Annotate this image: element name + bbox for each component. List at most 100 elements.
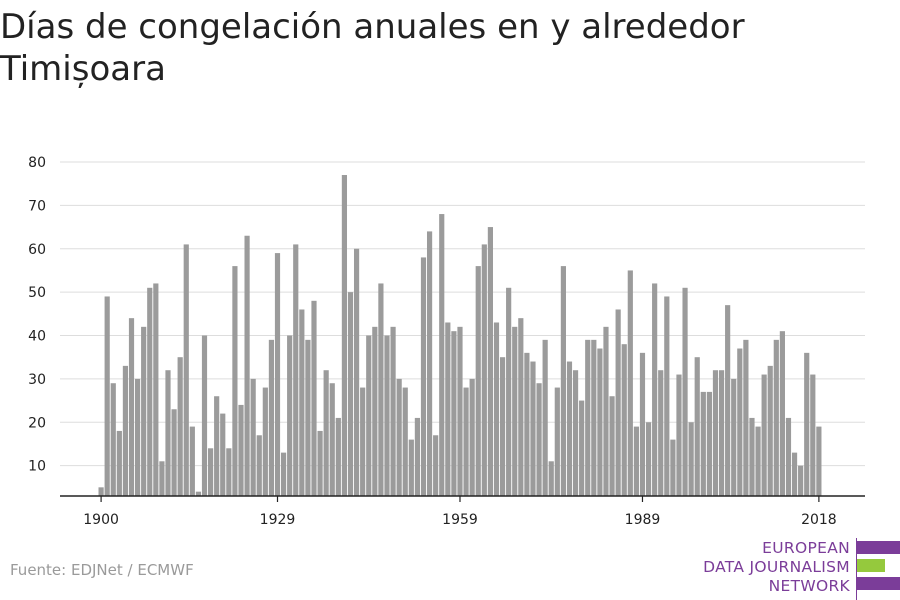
logo-bar-green [857,559,885,572]
bar-1993 [664,296,670,496]
logo-bar-purple-top [857,541,900,554]
bar-2004 [731,378,737,496]
bar-2001 [712,370,719,496]
bar-1916 [195,491,202,496]
bar-1947 [384,335,390,496]
bar-1958 [451,331,457,496]
bar-1987 [627,270,633,496]
bar-1927 [262,387,268,496]
bar-1923 [238,404,244,496]
bar-1913 [177,357,183,496]
bar-1985 [615,309,621,496]
bar-2008 [755,426,761,496]
bar-1980 [585,339,591,496]
bar-1991 [652,283,658,496]
x-axis: 1900 1929 1959 1989 2018 [60,495,865,528]
bar-1943 [360,387,366,496]
bar-1949 [396,378,402,496]
bar-1937 [323,370,329,496]
bar-1904 [122,365,129,496]
y-tick-label: 60 [28,242,46,258]
bar-2012 [779,331,785,496]
x-tick-label: 1989 [625,512,661,528]
bar-2017 [810,374,816,496]
logo-bar-purple-bottom [857,577,900,590]
bar-1963 [481,244,487,496]
bar-1914 [183,244,189,496]
bar-2003 [725,305,731,496]
bar-1909 [153,283,159,496]
bar-1988 [633,426,639,496]
bar-1910 [159,461,165,496]
edjnet-logo: EUROPEAN DATA JOURNALISM NETWORK [700,538,900,600]
bar-1925 [250,378,256,496]
bar-1973 [542,339,548,496]
bar-1959 [457,326,463,496]
bar-1954 [426,231,433,497]
bar-2002 [718,370,725,496]
bar-1939 [335,417,341,496]
bar-1992 [658,370,664,496]
bar-1942 [353,248,360,496]
bar-1929 [274,253,281,496]
bar-1978 [572,370,579,496]
bar-1946 [378,283,384,496]
bar-2015 [798,465,804,496]
bar-1926 [256,435,262,496]
bar-1966 [499,357,506,496]
bar-1981 [591,339,597,496]
bar-1948 [390,326,396,496]
bar-1920 [220,413,226,496]
bar-1912 [171,409,177,496]
bar-1961 [469,378,475,496]
bar-2014 [791,452,798,496]
x-tick-label: 1929 [260,512,296,528]
bar-1965 [493,322,500,496]
bar-1955 [433,435,439,496]
bar-2016 [804,352,810,496]
logo-line-network: NETWORK [768,577,850,595]
bar-1975 [554,387,560,496]
x-tick-label: 1959 [442,512,478,528]
x-tick-label: 1900 [83,512,119,528]
bar-1989 [639,352,646,496]
bar-1970 [524,352,530,496]
bar-1982 [597,348,603,496]
bar-1956 [439,214,445,496]
x-tick-label: 2018 [801,512,837,528]
bar-2007 [749,417,755,496]
bar-1936 [317,430,323,496]
bar-1999 [700,391,706,496]
bar-2000 [706,391,712,496]
bar-1984 [609,396,615,496]
logo-line-european: EUROPEAN [762,539,850,557]
bar-2009 [761,374,767,496]
y-tick-label: 80 [28,155,46,171]
y-tick-label: 50 [28,285,46,301]
bar-1953 [420,257,427,496]
bar-1919 [214,396,220,496]
bar-1922 [232,266,238,496]
bar-1911 [165,370,171,496]
bar-2006 [743,339,749,496]
bar-1930 [280,452,287,496]
bar-1944 [366,335,372,496]
bar-1945 [372,326,378,496]
bar-1934 [305,339,311,496]
bar-1976 [560,266,566,496]
bar-1951 [408,439,414,496]
bar-1907 [141,326,147,496]
bar-1901 [104,296,110,496]
logo-divider [856,538,857,600]
bar-1974 [548,461,554,496]
bar-1957 [445,322,451,496]
chart-title: Días de congelación anuales en y alreded… [0,7,745,89]
bar-1935 [311,300,317,496]
bar-2011 [773,339,779,496]
bar-1931 [287,335,293,496]
bar-1996 [682,287,688,496]
bar-1968 [512,326,518,496]
bar-1952 [414,417,420,496]
bar-1986 [621,344,627,496]
